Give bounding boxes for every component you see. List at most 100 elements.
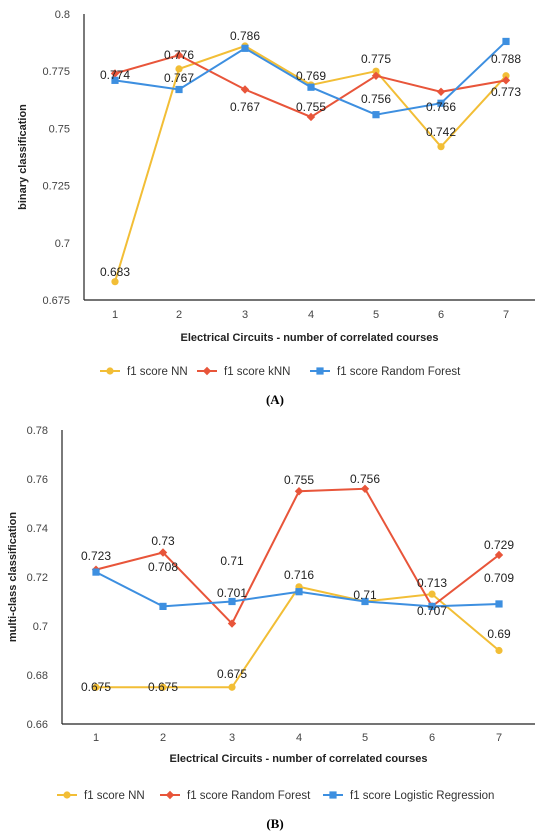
data-label: 0.756 [350,472,380,486]
y-tick-label: 0.7 [55,238,70,250]
legend-label: f1 score kNN [224,366,290,378]
data-label: 0.742 [426,125,456,139]
data-point [306,112,316,122]
data-point [495,600,503,608]
data-label: 0.701 [217,586,247,600]
chart-panel-b: 0.66 0.68 0.7 0.72 0.74 0.76 0.78 1 2 3 4 5 6 7 Electr… [7,425,535,831]
y-tick-label: 0.7 [33,621,48,633]
data-point [174,50,184,60]
x-tick-label: 7 [503,309,509,321]
data-label: 0.729 [484,538,514,552]
data-point [159,683,167,691]
data-label: 0.773 [491,85,521,99]
data-point [360,484,370,493]
y-tick-label: 0.74 [27,523,48,535]
data-point [361,597,369,606]
data-point [159,602,167,610]
data-point [158,548,168,557]
data-point [307,83,315,91]
x-tick-label: 4 [296,732,302,744]
x-tick-label: 4 [308,309,314,321]
data-point [428,602,436,610]
legend-item: f1 score NN [57,790,145,802]
data-point [428,590,436,598]
data-point [241,44,249,52]
legend-item: f1 score Random Forest [310,366,461,378]
y-tick-label: 0.8 [55,9,70,21]
data-point [295,588,303,596]
data-point [502,72,510,80]
x-tick-label: 2 [160,732,166,744]
data-label: 0.775 [361,52,391,66]
data-point [228,683,236,691]
x-tick-label: 3 [229,732,235,744]
data-label: 0.709 [484,571,514,585]
legend-label: f1 score Random Forest [187,790,311,802]
x-tick-label: 7 [496,732,502,744]
data-label: 0.756 [361,92,391,106]
y-tick-label: 0.78 [27,425,48,437]
data-point [437,99,445,107]
x-tick-label: 3 [242,309,248,321]
data-point [372,67,380,75]
data-point [111,278,119,286]
x-tick-label: 6 [429,732,435,744]
data-label: 0.723 [81,549,111,563]
data-point [92,683,100,691]
x-tick-label: 1 [112,309,118,321]
data-point [371,71,381,80]
data-label: 0.71 [220,554,244,568]
data-label: 0.766 [426,100,456,114]
data-label: 0.713 [417,576,447,590]
data-point [495,646,503,655]
legend-marker [63,791,71,799]
data-label: 0.707 [417,604,447,618]
y-tick-label: 0.675 [42,295,70,307]
legend-label: f1 score NN [127,366,188,378]
legend-marker [106,367,114,375]
y-tick-label: 0.68 [27,670,48,682]
legend-label: f1 score NN [84,790,145,802]
x-axis-title: Electrical Circuits - number of correlat… [170,753,428,765]
data-label: 0.769 [296,69,326,83]
legend-label: f1 score Logistic Regression [350,790,494,802]
data-label: 0.755 [284,473,314,487]
data-label: 0.73 [151,534,175,548]
legend-marker [316,367,324,375]
x-tick-label: 6 [438,309,444,321]
legend-marker [202,366,212,376]
data-label: 0.767 [164,71,194,85]
data-label: 0.788 [491,52,521,66]
data-label: 0.708 [148,560,178,574]
x-tick-label: 1 [93,732,99,744]
legend-item: f1 score NN [100,366,188,378]
y-axis-title: binary classification [17,104,29,210]
x-tick-label: 2 [176,309,182,321]
data-label: 0.767 [230,100,260,114]
data-point [110,69,120,78]
data-label: 0.675 [217,667,247,681]
data-label: 0.774 [100,68,130,82]
data-label: 0.675 [81,680,111,694]
data-point [494,550,504,560]
data-point [240,85,250,94]
data-label: 0.683 [100,265,130,279]
y-tick-label: 0.725 [42,181,70,193]
data-label: 0.786 [230,29,260,43]
data-point [228,597,236,606]
data-point [175,85,183,94]
y-tick-label: 0.66 [27,719,48,731]
y-tick-label: 0.72 [27,572,48,584]
y-tick-label: 0.775 [42,66,70,78]
legend-item: f1 score kNN [197,366,290,378]
legend-marker [329,791,337,799]
panel-label: (A) [266,392,284,407]
data-label: 0.776 [164,48,194,62]
data-label: 0.716 [284,568,314,582]
data-label: 0.755 [296,100,326,114]
x-axis-title: Electrical Circuits - number of correlat… [181,332,439,344]
y-tick-label: 0.76 [27,474,48,486]
data-point [175,65,183,73]
data-point [111,76,119,84]
